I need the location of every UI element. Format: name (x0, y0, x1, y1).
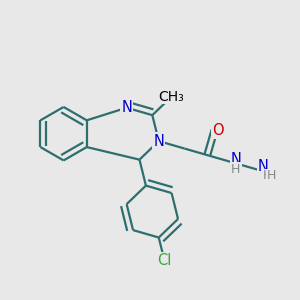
Text: CH₃: CH₃ (159, 90, 184, 103)
Text: CH₃: CH₃ (159, 90, 184, 104)
Text: H: H (263, 169, 272, 182)
Text: N: N (121, 100, 132, 115)
Text: O: O (212, 123, 224, 138)
Text: Cl: Cl (157, 254, 172, 268)
Text: N: N (258, 159, 268, 174)
Text: N: N (230, 152, 241, 167)
Text: H: H (267, 169, 276, 182)
Text: N: N (153, 134, 164, 148)
Text: H: H (231, 163, 241, 176)
